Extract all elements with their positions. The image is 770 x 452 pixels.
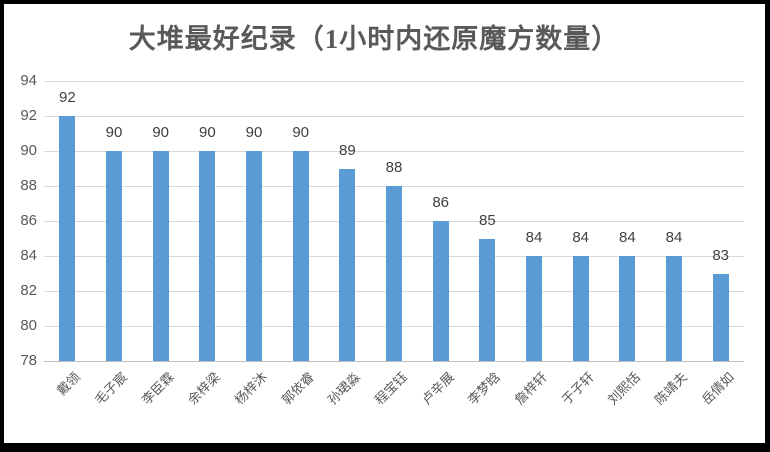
bar: [432, 221, 449, 361]
x-tick-label: 毛子宸: [91, 369, 130, 408]
x-tick-label: 孙珺淼: [325, 369, 364, 408]
gridline: [44, 151, 744, 152]
x-tick-label: 詹梓轩: [511, 369, 550, 408]
y-tick-label: 86: [20, 212, 37, 229]
bar-value-label: 88: [385, 159, 403, 176]
bar-value-label: 83: [712, 246, 729, 264]
bar-value-label: 84: [525, 229, 543, 246]
bar-value-label: 90: [105, 124, 123, 141]
plot-area: 92 90 90 90 90 90 89 88 86 85 84 84 84 84 83: [44, 81, 744, 362]
bar: [59, 116, 76, 361]
y-tick-label: 80: [20, 317, 37, 334]
bar: [246, 151, 262, 361]
x-tick-label: 李梦晗: [465, 369, 504, 408]
gridline: [44, 81, 744, 82]
bar: [199, 151, 216, 361]
chart-title: 大堆最好纪录（1小时内还原魔方数量）: [128, 24, 620, 54]
y-tick-label: 82: [20, 282, 37, 299]
bar: [712, 273, 729, 361]
y-tick-label: 92: [20, 107, 37, 124]
bar: [526, 256, 542, 361]
bar: [619, 256, 636, 361]
y-tick-label: 88: [20, 177, 37, 194]
x-tick-label: 戴领: [54, 369, 84, 399]
bar: [666, 256, 682, 361]
bar-value-label: 86: [432, 194, 449, 211]
y-tick-label: 90: [20, 142, 37, 159]
bar-value-label: 85: [478, 211, 496, 229]
bar-value-label: 89: [338, 141, 356, 159]
bar-value-label: 84: [618, 229, 636, 246]
y-tick-label: 94: [20, 72, 37, 89]
x-tick-label: 卢辛展: [418, 369, 457, 408]
gridline: [44, 116, 744, 117]
bar: [106, 151, 122, 361]
bar-value-label: 84: [572, 229, 589, 246]
x-tick-label: 李臣霖: [138, 369, 177, 408]
bar: [386, 186, 402, 361]
x-tick-label: 陈靖夫: [651, 369, 690, 408]
y-tick-label: 78: [20, 352, 37, 369]
bar-value-label: 90: [152, 124, 169, 141]
bar-value-label: 90: [292, 124, 309, 141]
x-axis: 戴领 毛子宸 李臣霖 余梓梁 杨梓沐 郭依睿 孙珺淼 程宝钰 卢辛展 李梦晗 詹梓轩 于子轩 刘熙恬 陈靖…: [44, 361, 744, 443]
bar-value-label: 90: [198, 124, 216, 141]
x-tick-label: 刘熙恬: [605, 369, 644, 408]
y-tick-label: 84: [20, 247, 37, 264]
x-tick-label: 于子轩: [558, 369, 597, 408]
bar-value-label: 84: [665, 229, 683, 246]
bar: [292, 151, 309, 361]
bar-value-label: 92: [58, 89, 76, 106]
x-axis-line: [44, 361, 744, 362]
x-tick-label: 岳倩如: [698, 369, 737, 408]
bar: [572, 256, 589, 361]
bar: [479, 238, 496, 361]
bar-value-label: 90: [245, 124, 263, 141]
x-tick-label: 郭依睿: [278, 369, 317, 408]
bar: [339, 168, 356, 361]
x-tick-label: 杨梓沐: [231, 369, 270, 408]
bar: [152, 151, 169, 361]
x-tick-label: 程宝钰: [371, 369, 410, 408]
x-tick-label: 余梓梁: [185, 369, 224, 408]
